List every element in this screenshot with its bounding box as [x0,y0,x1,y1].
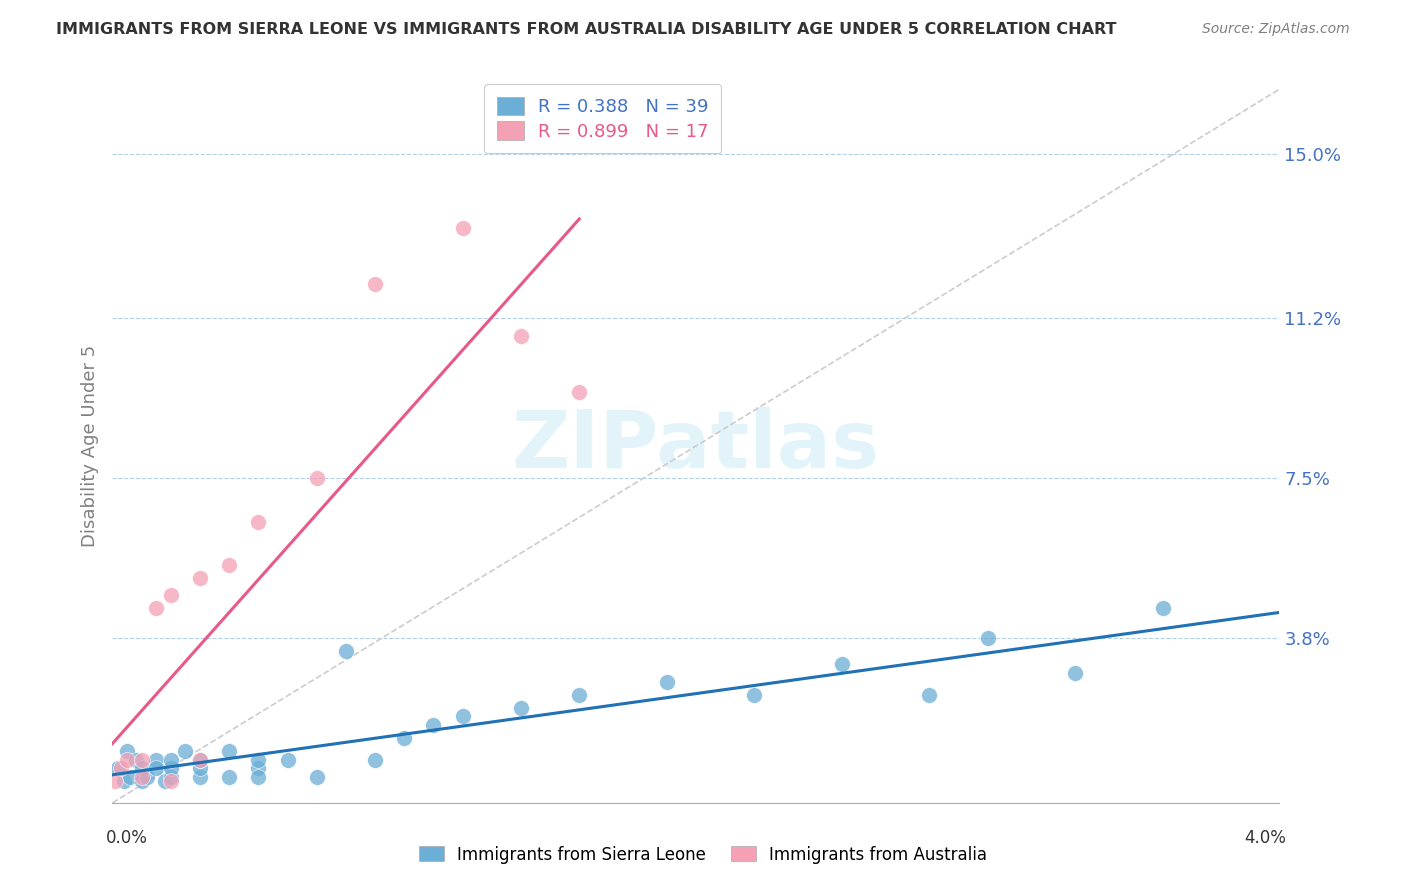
Point [160,770,183,784]
Point [305,471,328,485]
Point [451,709,474,723]
Point [188,753,211,767]
Point [742,688,765,702]
Text: 0.0%: 0.0% [105,829,148,847]
Point [160,761,183,775]
Point [131,753,153,767]
Point [131,761,153,775]
Point [188,571,211,585]
Point [188,753,211,767]
Point [118,770,141,784]
Point [145,761,167,775]
Point [247,761,270,775]
Text: ZIPatlas: ZIPatlas [512,407,880,485]
Point [305,770,328,784]
Point [976,632,998,646]
Point [247,753,270,767]
Point [110,761,132,775]
Point [136,770,159,784]
Point [568,688,591,702]
Point [218,770,240,784]
Point [160,774,183,789]
Point [174,744,197,758]
Text: IMMIGRANTS FROM SIERRA LEONE VS IMMIGRANTS FROM AUSTRALIA DISABILITY AGE UNDER 5: IMMIGRANTS FROM SIERRA LEONE VS IMMIGRAN… [56,22,1116,37]
Point [568,384,591,399]
Point [509,328,531,343]
Point [188,761,211,775]
Legend: Immigrants from Sierra Leone, Immigrants from Australia: Immigrants from Sierra Leone, Immigrants… [412,839,994,871]
Point [115,753,138,767]
Point [247,770,270,784]
Point [364,753,387,767]
Text: 4.0%: 4.0% [1244,829,1286,847]
Point [655,674,678,689]
Point [115,744,138,758]
Point [335,644,357,658]
Point [160,588,183,602]
Point [160,753,183,767]
Point [131,774,153,789]
Point [1064,666,1087,681]
Point [394,731,416,745]
Point [1152,601,1174,615]
Point [104,774,127,789]
Point [145,601,167,615]
Legend: R = 0.388   N = 39, R = 0.899   N = 17: R = 0.388 N = 39, R = 0.899 N = 17 [484,84,721,153]
Point [125,753,148,767]
Point [153,774,176,789]
Point [218,744,240,758]
Text: Source: ZipAtlas.com: Source: ZipAtlas.com [1202,22,1350,37]
Point [509,700,531,714]
Point [451,220,474,235]
Point [145,753,167,767]
Point [276,753,298,767]
Point [218,558,240,572]
Point [422,718,444,732]
Point [112,774,135,789]
Point [364,277,387,291]
Point [107,761,129,775]
Point [831,657,853,672]
Point [188,770,211,784]
Y-axis label: Disability Age Under 5: Disability Age Under 5 [80,345,98,547]
Point [247,515,270,529]
Point [131,770,153,784]
Point [918,688,941,702]
